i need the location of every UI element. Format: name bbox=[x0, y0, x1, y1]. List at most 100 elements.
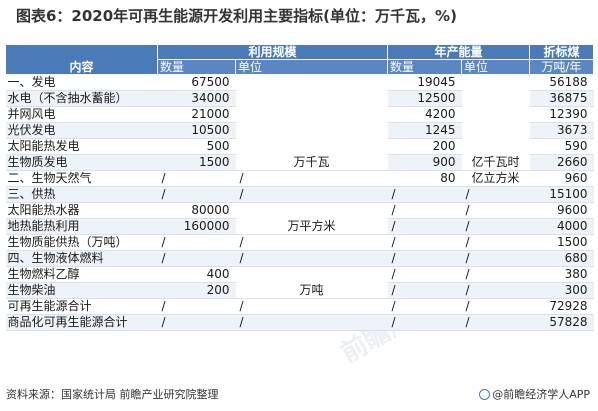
coal-value: 380 bbox=[529, 266, 594, 283]
coal-value: 3673 bbox=[529, 122, 594, 139]
row-name: 生物燃料乙醇 bbox=[5, 266, 158, 283]
table-row: 太阳能热发电 500 200 590 bbox=[5, 138, 594, 155]
use-qty: 160000 bbox=[157, 218, 236, 235]
header-coal-equivalent: 折标煤 bbox=[529, 44, 595, 60]
use-qty: 34000 bbox=[157, 90, 236, 107]
use-qty: 1500 bbox=[157, 154, 236, 171]
header-coal-unit: 万吨/年 bbox=[529, 59, 595, 75]
indicator-table: 内容 利用规模 年产能量 折标煤 数量 单位 数量 单位 万吨/年 一、发电 6… bbox=[5, 44, 595, 331]
coal-value: 12390 bbox=[529, 106, 594, 123]
use-qty: 500 bbox=[157, 138, 236, 155]
table-row: 一、发电 67500 万千瓦 19045 亿千瓦时 56188 bbox=[5, 74, 594, 171]
annual-qty: / bbox=[387, 282, 462, 299]
table-row: 生物柴油 200 / / 300 bbox=[5, 282, 594, 299]
header-unit-2: 单位 bbox=[461, 59, 531, 75]
coal-value: 56188 bbox=[529, 74, 594, 91]
coal-value: 36875 bbox=[529, 90, 594, 107]
table-row: 并网风电 21000 4200 12390 bbox=[5, 106, 594, 123]
use-qty: 80000 bbox=[157, 202, 236, 219]
annual-qty: 1245 bbox=[387, 122, 462, 139]
annual-qty: / bbox=[387, 202, 462, 219]
annual-qty: 4200 bbox=[387, 106, 462, 123]
annual-unit: 亿千瓦时 bbox=[461, 74, 530, 171]
annual-unit: / bbox=[461, 186, 530, 203]
annual-qty: / bbox=[387, 186, 462, 203]
use-qty: / bbox=[157, 298, 236, 315]
row-name: 二、生物天然气 bbox=[5, 170, 158, 187]
source-note: 资料来源：国家统计局 前瞻产业研究院整理 bbox=[6, 388, 219, 401]
annual-unit: / bbox=[461, 218, 530, 235]
annual-unit: 亿立方米 bbox=[461, 170, 530, 187]
row-name: 三、供热 bbox=[5, 186, 158, 203]
row-name: 一、发电 bbox=[5, 74, 158, 91]
coal-value: 1500 bbox=[529, 234, 594, 251]
annual-unit: / bbox=[461, 266, 530, 283]
row-name: 光伏发电 bbox=[5, 122, 158, 139]
coal-value: 57828 bbox=[529, 314, 594, 331]
annual-unit: / bbox=[461, 298, 530, 315]
annual-qty: / bbox=[387, 250, 462, 267]
header-content: 内容 bbox=[5, 44, 158, 75]
coal-value: 590 bbox=[529, 138, 594, 155]
coal-value: 960 bbox=[529, 170, 594, 187]
use-unit: / bbox=[235, 170, 388, 187]
row-name: 太阳能热发电 bbox=[5, 138, 158, 155]
table-row: 生物质能供热（万吨） / / / / 1500 bbox=[5, 234, 594, 251]
header-qty-1: 数量 bbox=[157, 59, 236, 75]
use-unit: 万平方米 bbox=[235, 202, 388, 235]
row-name: 商品化可再生能源合计 bbox=[5, 314, 158, 331]
annual-qty: 900 bbox=[387, 154, 462, 171]
row-name: 生物质发电 bbox=[5, 154, 158, 171]
annual-unit: / bbox=[461, 202, 530, 219]
use-qty: / bbox=[157, 170, 236, 187]
brand-credit-text: @前瞻经济学人APP bbox=[492, 388, 590, 401]
use-qty: / bbox=[157, 234, 236, 251]
table-row: 太阳能热水器 80000 万平方米 / / 9600 bbox=[5, 202, 594, 235]
use-qty: / bbox=[157, 314, 236, 331]
header-use-scale: 利用规模 bbox=[156, 44, 389, 60]
row-name: 可再生能源合计 bbox=[5, 298, 158, 315]
coal-value: 72928 bbox=[529, 298, 594, 315]
use-qty: 10500 bbox=[157, 122, 236, 139]
annual-qty: / bbox=[387, 298, 462, 315]
annual-qty: / bbox=[387, 234, 462, 251]
coal-value: 9600 bbox=[529, 202, 594, 219]
annual-qty: / bbox=[387, 266, 462, 283]
annual-unit: / bbox=[461, 234, 530, 251]
row-name: 四、生物液体燃料 bbox=[5, 250, 158, 267]
table-row: 二、生物天然气 / / 80 亿立方米 960 bbox=[5, 170, 594, 187]
row-name: 地热能热利用 bbox=[5, 218, 158, 235]
coal-value: 15100 bbox=[529, 186, 594, 203]
page-title: 图表6：2020年可再生能源开发利用主要指标(单位：万千瓦，%) bbox=[16, 7, 457, 25]
annual-qty: 200 bbox=[387, 138, 462, 155]
use-qty: 21000 bbox=[157, 106, 236, 123]
header-qty-2: 数量 bbox=[387, 59, 463, 75]
use-qty: 400 bbox=[157, 266, 236, 283]
annual-unit: / bbox=[461, 282, 530, 299]
use-unit: / bbox=[235, 186, 388, 203]
header-unit-1: 单位 bbox=[234, 59, 389, 75]
use-unit: 万千瓦 bbox=[235, 74, 388, 171]
table-row: 地热能热利用 160000 / / 4000 bbox=[5, 218, 594, 235]
annual-qty: 80 bbox=[387, 170, 462, 187]
table-row: 商品化可再生能源合计 / / / / 57828 bbox=[5, 314, 594, 331]
row-name: 并网风电 bbox=[5, 106, 158, 123]
brand-logo-icon bbox=[479, 389, 491, 400]
table-row: 生物燃料乙醇 400 万吨 / / 380 bbox=[5, 266, 594, 299]
annual-qty: 12500 bbox=[387, 90, 462, 107]
header-annual-energy: 年产能量 bbox=[387, 44, 531, 60]
annual-qty: 19045 bbox=[387, 74, 462, 91]
coal-value: 680 bbox=[529, 250, 594, 267]
use-unit: / bbox=[235, 298, 388, 315]
table-row: 三、供热 / / / / 15100 bbox=[5, 186, 594, 203]
use-qty: 67500 bbox=[157, 74, 236, 91]
annual-qty: / bbox=[387, 218, 462, 235]
use-unit: 万吨 bbox=[235, 266, 388, 299]
row-name: 水电（不含抽水蓄能） bbox=[5, 90, 158, 107]
row-name: 生物质能供热（万吨） bbox=[5, 234, 158, 251]
annual-unit: / bbox=[461, 314, 530, 331]
table-row: 水电（不含抽水蓄能） 34000 12500 36875 bbox=[5, 90, 594, 107]
use-qty: / bbox=[157, 250, 236, 267]
use-unit: / bbox=[235, 250, 388, 267]
annual-unit: / bbox=[461, 250, 530, 267]
